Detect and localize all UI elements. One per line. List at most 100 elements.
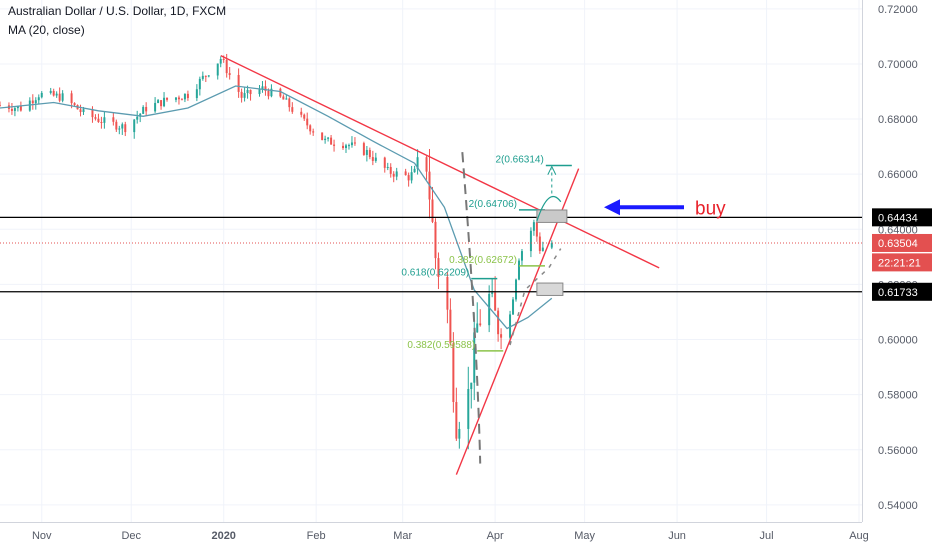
- candle-body: [180, 99, 183, 101]
- candle-body: [261, 86, 264, 90]
- fib-label: 2(0.66314): [495, 155, 543, 166]
- candle-body: [458, 428, 461, 439]
- candle-body: [509, 314, 512, 338]
- candle-body: [270, 88, 273, 97]
- y-tick-label: 0.70000: [878, 59, 918, 71]
- candle-body: [541, 247, 544, 251]
- candle-body: [136, 116, 139, 120]
- x-tick-label: Nov: [32, 530, 52, 542]
- candle-body: [488, 293, 491, 326]
- x-tick-label: Mar: [393, 530, 412, 542]
- price-axis-badge: [872, 253, 932, 272]
- price-axis-label: 22:21:21: [878, 257, 921, 269]
- candle-body: [392, 173, 395, 177]
- price-axis-badge: [872, 233, 932, 252]
- candle-body: [154, 102, 157, 112]
- candle-body: [121, 124, 124, 129]
- candle-body: [327, 137, 330, 139]
- candle-body: [416, 157, 419, 169]
- candle-body: [288, 98, 291, 108]
- y-tick-label: 0.60000: [878, 335, 918, 347]
- candle-body: [264, 86, 267, 91]
- candle-body: [40, 92, 43, 98]
- x-tick-label: 2020: [211, 530, 235, 542]
- projection-arrow-head: [547, 165, 557, 175]
- candle-body: [94, 117, 97, 119]
- y-tick-label: 0.72000: [878, 4, 918, 16]
- candle-body: [413, 168, 416, 173]
- candle-body: [249, 89, 252, 95]
- candle-body: [479, 323, 482, 326]
- candle-body: [240, 91, 243, 98]
- candle-body: [97, 118, 100, 122]
- fib-label: 0.382(0.62672): [449, 255, 517, 266]
- candle-body: [207, 75, 210, 77]
- x-tick-label: Jun: [668, 530, 686, 542]
- candle-body: [300, 111, 303, 115]
- buy-arrow-head: [604, 199, 620, 216]
- x-tick-label: Dec: [121, 530, 141, 542]
- candle-body: [91, 109, 94, 118]
- candle-body: [497, 310, 500, 335]
- candle-body: [0, 105, 1, 107]
- price-axis-label: 0.63504: [878, 238, 918, 250]
- candle-body: [49, 90, 52, 93]
- candle-body: [404, 171, 407, 176]
- candle-body: [470, 382, 473, 390]
- candle-body: [347, 145, 350, 147]
- x-tick-label: Jul: [760, 530, 774, 542]
- candle-body: [112, 117, 115, 122]
- candle-body: [228, 73, 231, 75]
- candle-body: [455, 402, 458, 439]
- ma-line: [0, 85, 553, 330]
- projection-dotted-line: [509, 248, 562, 346]
- candle-body: [258, 89, 261, 95]
- candle-body: [452, 343, 455, 403]
- candle-body: [425, 157, 428, 172]
- indicator-label: MA (20, close): [8, 23, 85, 37]
- candle-body: [512, 299, 515, 315]
- candle-body: [37, 97, 40, 101]
- x-tick-label: Feb: [307, 530, 326, 542]
- candle-body: [115, 121, 118, 130]
- candle-body: [246, 89, 249, 94]
- y-tick-label: 0.68000: [878, 114, 918, 126]
- candle-body: [201, 75, 204, 79]
- projection-curve: [536, 196, 562, 222]
- candle-body: [70, 93, 73, 104]
- candle-body: [55, 93, 58, 96]
- projection-dashed-line: [461, 152, 482, 464]
- candle-body: [368, 149, 371, 158]
- fib-label: 0.382(0.59588): [407, 340, 475, 351]
- candle-body: [31, 100, 34, 104]
- candle-body: [61, 93, 64, 101]
- candle-body: [312, 131, 315, 133]
- candle-body: [446, 276, 449, 310]
- candle-body: [386, 166, 389, 168]
- target-zone-box: [536, 282, 564, 296]
- candle-body: [267, 90, 270, 97]
- candle-body: [374, 157, 377, 161]
- candle-body: [79, 109, 82, 113]
- candle-body: [407, 175, 410, 181]
- candle-body: [204, 75, 207, 77]
- candle-body: [237, 74, 240, 92]
- candle-body: [431, 199, 434, 222]
- candle-body: [133, 119, 136, 133]
- candle-body: [291, 107, 294, 112]
- candle-body: [389, 166, 392, 174]
- candle-body: [82, 109, 85, 113]
- candle-body: [517, 260, 520, 280]
- candle-body: [324, 138, 327, 140]
- x-tick-label: Aug: [849, 530, 869, 542]
- candle-body: [532, 222, 535, 231]
- candle-body: [145, 106, 148, 112]
- candle-body: [306, 118, 309, 126]
- candle-body: [166, 97, 169, 100]
- candle-body: [16, 106, 19, 109]
- candle-body: [34, 100, 37, 104]
- y-tick-label: 0.54000: [878, 500, 918, 512]
- candle-body: [243, 93, 246, 98]
